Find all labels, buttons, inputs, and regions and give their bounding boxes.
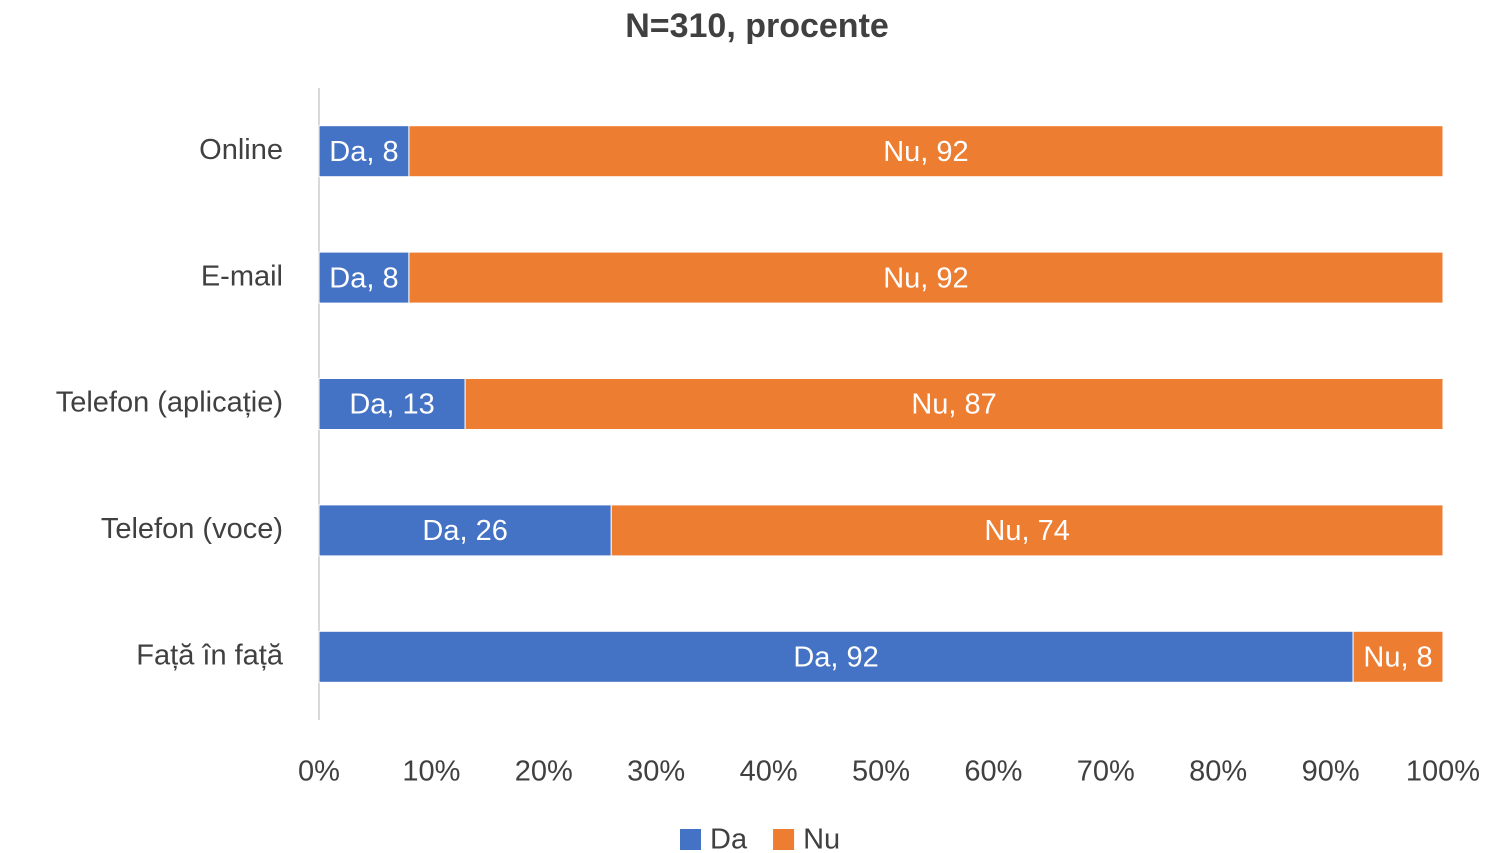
- x-tick-label: 30%: [627, 756, 685, 788]
- x-tick-label: 70%: [1077, 756, 1135, 788]
- y-tick-label: Telefon (voce): [101, 513, 283, 545]
- bar-segment: [408, 251, 1444, 304]
- bar-segment: [610, 504, 1444, 557]
- chart-title: N=310, procente: [625, 7, 889, 45]
- x-tick-label: 80%: [1189, 756, 1247, 788]
- data-label: Nu, 92: [883, 136, 968, 168]
- legend-swatch: [680, 829, 701, 850]
- x-tick-label: 10%: [402, 756, 460, 788]
- x-tick-label: 100%: [1406, 756, 1480, 788]
- legend-swatch: [773, 829, 795, 850]
- y-tick-label: Telefon (aplicație): [56, 387, 283, 419]
- data-label: Da, 26: [422, 515, 507, 547]
- x-tick-label: 0%: [298, 756, 340, 788]
- bar-segment: [318, 251, 410, 304]
- data-label: Nu, 87: [911, 389, 996, 421]
- y-tick-label: Online: [199, 134, 283, 166]
- bar-segment: [1352, 630, 1444, 683]
- x-tick-label: 20%: [515, 756, 573, 788]
- bar-segment: [318, 630, 1354, 683]
- data-label: Da, 8: [329, 262, 398, 294]
- x-tick-label: 40%: [740, 756, 798, 788]
- data-label: Da, 13: [349, 389, 434, 421]
- x-tick-label: 50%: [852, 756, 910, 788]
- data-label: Nu, 74: [984, 515, 1069, 547]
- y-tick-label: Față în față: [136, 639, 284, 671]
- data-label: Nu, 8: [1363, 641, 1432, 673]
- legend-label: Nu: [803, 824, 840, 853]
- data-label: Da, 8: [329, 136, 398, 168]
- x-tick-label: 60%: [964, 756, 1022, 788]
- bar-segment: [464, 378, 1444, 430]
- bar-segment: [408, 125, 1444, 178]
- x-tick-label: 90%: [1302, 756, 1360, 788]
- y-tick-label: E-mail: [201, 260, 283, 292]
- data-label: Nu, 92: [883, 262, 968, 294]
- data-label: Da, 92: [793, 641, 878, 673]
- legend-label: Da: [710, 824, 748, 853]
